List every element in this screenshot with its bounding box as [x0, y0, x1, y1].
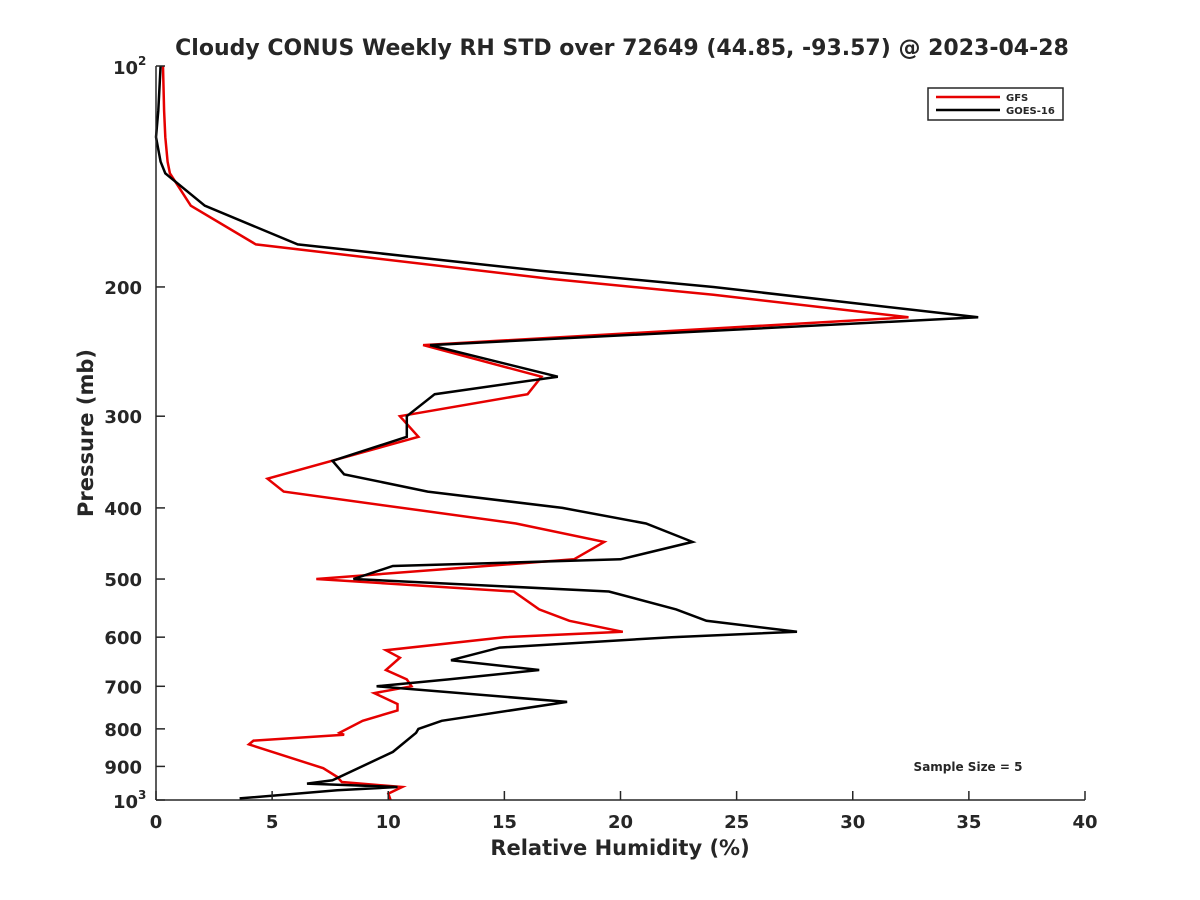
y-axis-label: Pressure (mb) [74, 349, 98, 517]
y-tick-label: 400 [104, 499, 142, 520]
y-tick-label: 500 [104, 570, 142, 591]
y-tick-exponent: 2 [138, 54, 146, 68]
legend-label-gfs: GFS [1006, 93, 1028, 104]
x-tick-label: 30 [840, 812, 865, 833]
legend-box [927, 87, 1064, 121]
x-tick-label: 5 [266, 812, 279, 833]
series-line-goes16 [154, 65, 979, 800]
legend: GFS GOES-16 [927, 87, 1064, 121]
x-tick-label: 0 [150, 812, 163, 833]
series-layer [154, 65, 979, 801]
series-line-gfs [161, 65, 909, 801]
legend-label-goes16: GOES-16 [1006, 106, 1055, 117]
x-tick-label: 20 [608, 812, 633, 833]
y-tick-label: 10 [113, 58, 138, 79]
x-tick-label: 10 [376, 812, 401, 833]
y-tick-exponent: 3 [138, 788, 146, 802]
sample-size-annotation: Sample Size = 5 [914, 760, 1023, 774]
x-axis-label: Relative Humidity (%) [490, 836, 749, 860]
x-tick-label: 35 [956, 812, 981, 833]
chart-title: Cloudy CONUS Weekly RH STD over 72649 (4… [175, 36, 1069, 61]
y-tick-label: 800 [104, 720, 142, 741]
x-tick-label: 15 [492, 812, 517, 833]
y-tick-label: 10 [113, 792, 138, 813]
y-tick-label: 900 [104, 757, 142, 778]
x-tick-label: 40 [1072, 812, 1097, 833]
y-tick-label: 300 [104, 407, 142, 428]
y-tick-label: 600 [104, 628, 142, 649]
y-tick-label: 700 [104, 677, 142, 698]
x-tick-label: 25 [724, 812, 749, 833]
y-tick-label: 200 [104, 278, 142, 299]
